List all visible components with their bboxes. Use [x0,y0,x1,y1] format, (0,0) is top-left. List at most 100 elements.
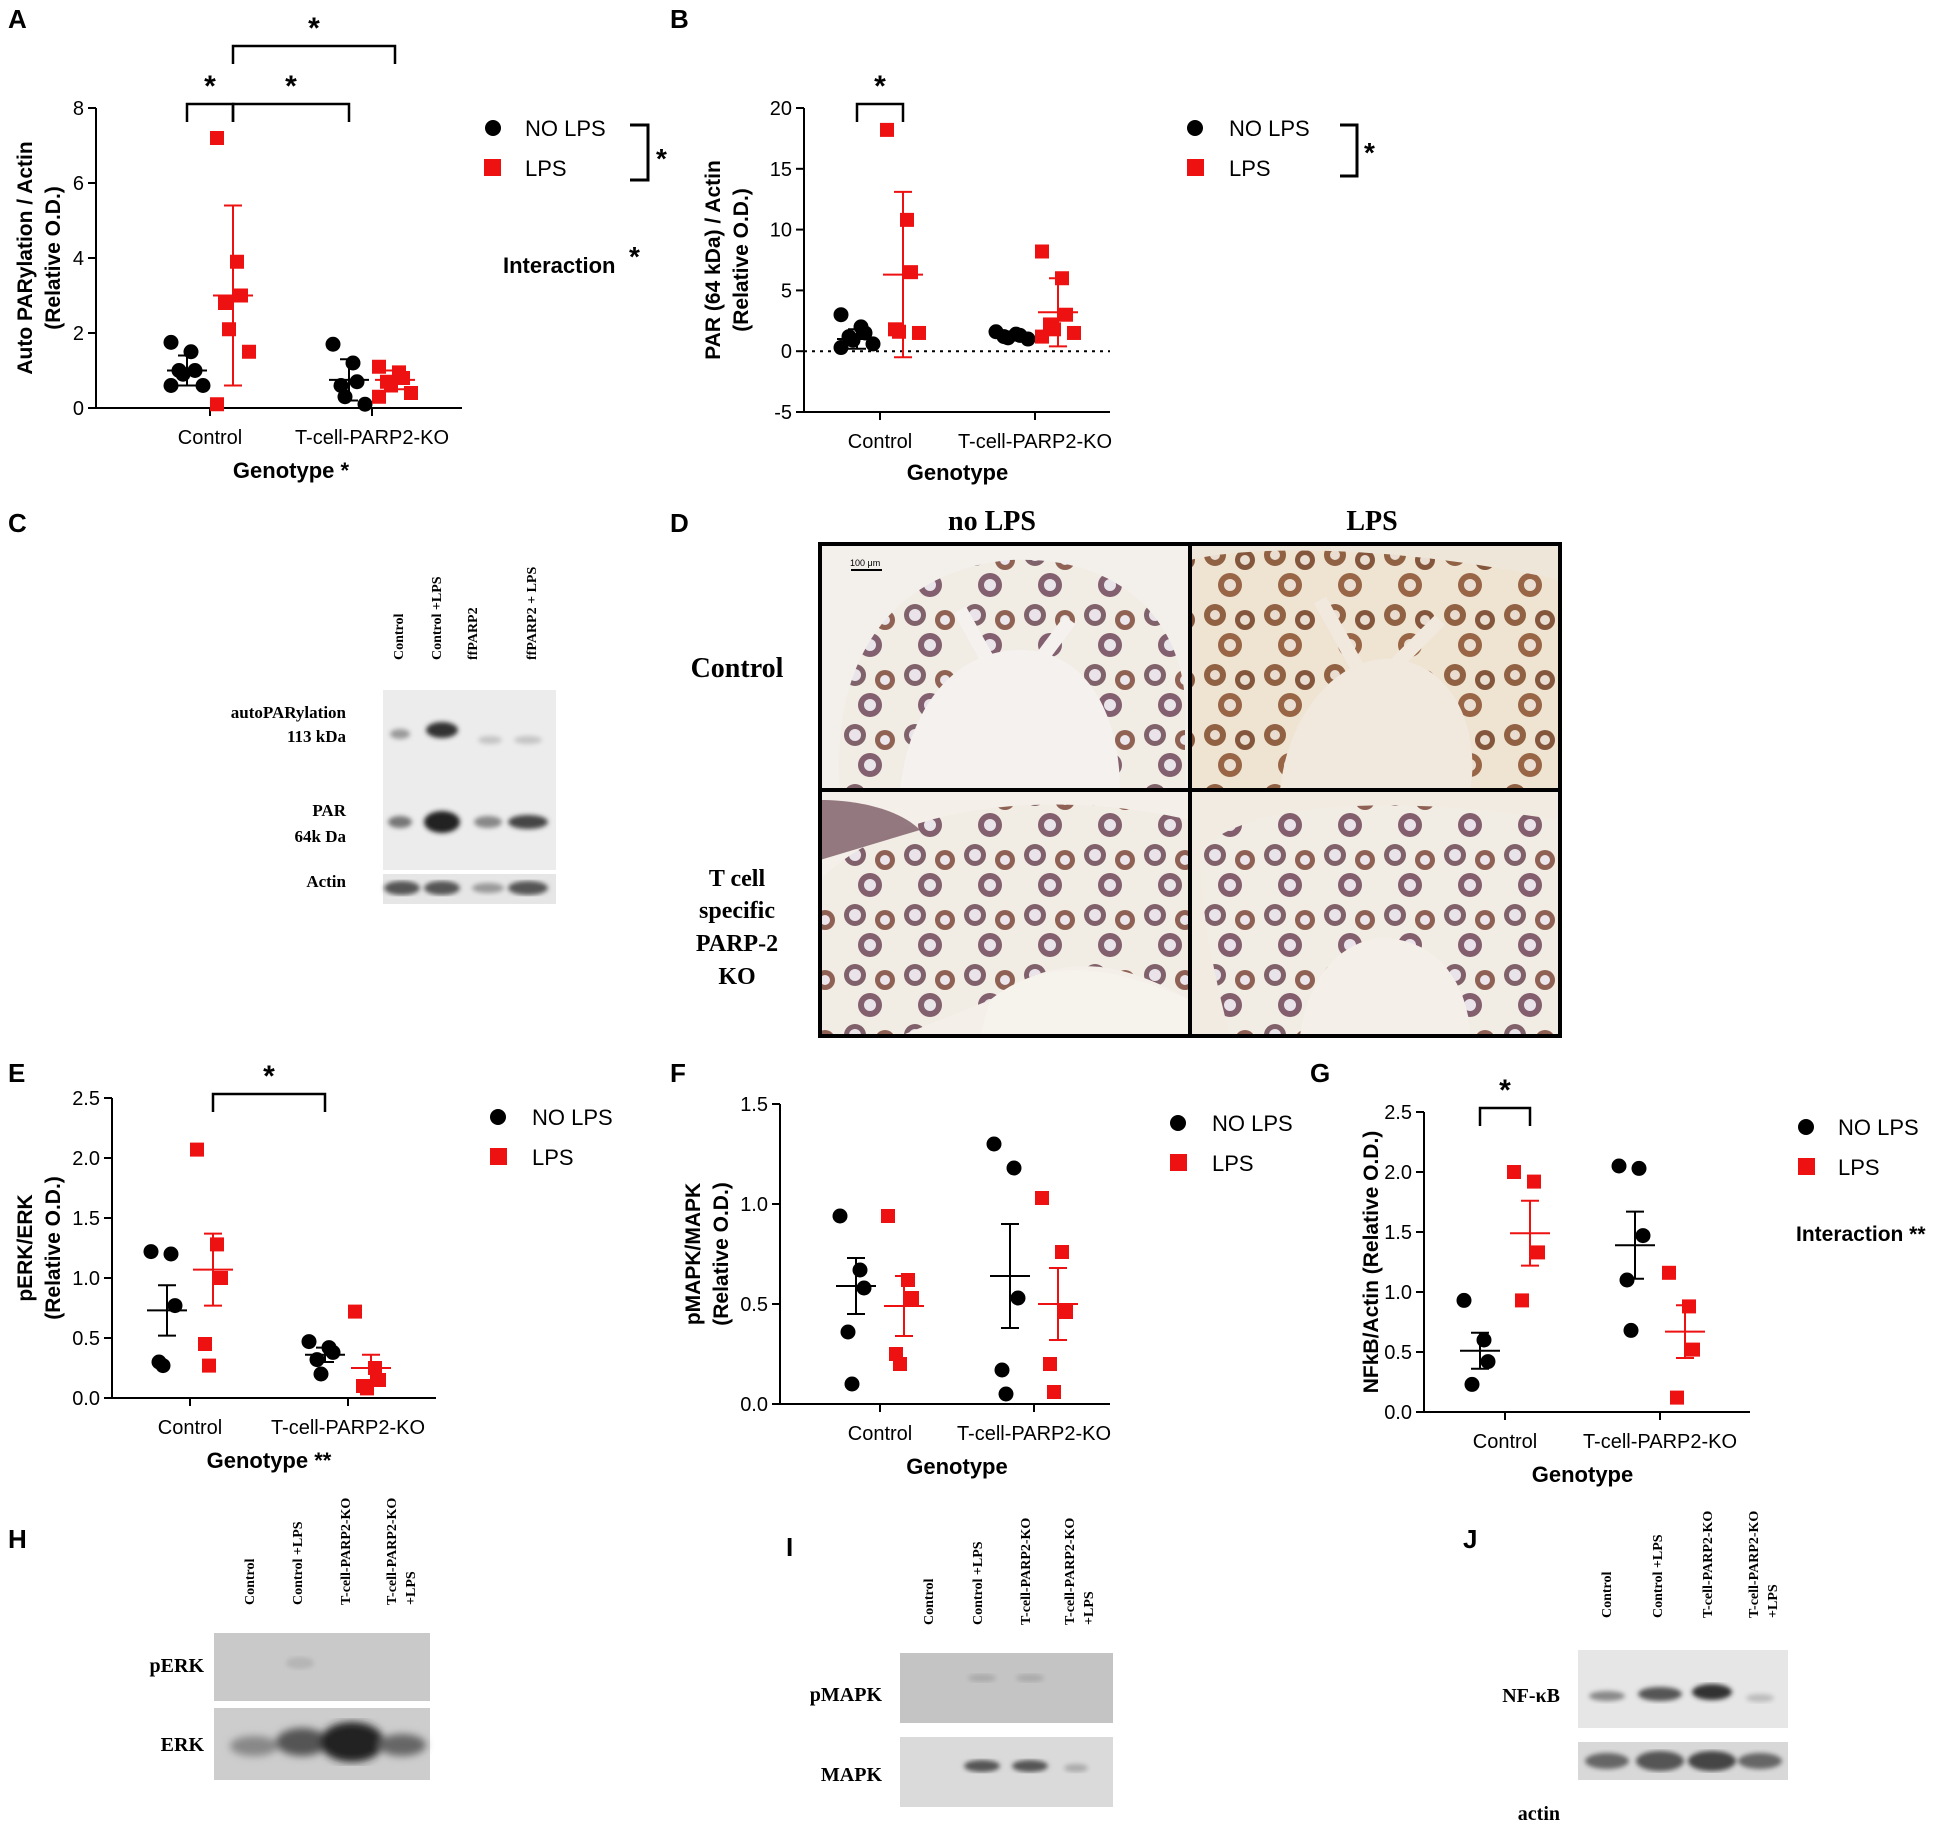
y-tick-label: 1.0 [740,1194,768,1216]
significance-bracket [231,44,397,64]
panel-letter-h: H [8,1524,27,1554]
legend-label-lps: LPS [525,156,567,181]
interaction-star-a: * [629,241,640,272]
data-point-no-lps [998,1386,1014,1402]
data-point-no-lps [183,344,199,360]
data-point-lps [1531,1245,1545,1260]
data-point-no-lps [357,396,373,412]
data-point-lps [242,344,256,359]
y-tick-label: 1.0 [72,1268,100,1290]
data-point-lps [360,1381,374,1396]
legend-marker-lps [1170,1154,1187,1171]
legend-marker-lps [1798,1158,1815,1175]
panel-letter-b: B [670,4,689,34]
data-point-lps [1662,1265,1676,1280]
data-point-lps [1527,1174,1541,1189]
chart-panel-a: 0 2 4 6 8 Control T-cell-PARP2-KO Genotype * Aut… [14,12,462,483]
blot-h-lane-label: +LPS [404,1571,419,1605]
data-point-no-lps [1611,1158,1627,1174]
legend-bracket [630,123,650,182]
blot-h-membrane-1 [214,1633,430,1701]
histology-row-ko: specific [699,898,775,924]
histology-row-ko: PARP-2 [696,931,778,957]
significance-bracket [185,102,235,122]
data-point-lps [1059,1305,1073,1319]
data-point-lps [190,1142,204,1157]
data-point-lps [892,324,906,339]
legend-label-no-lps: NO LPS [1212,1111,1293,1136]
data-point-no-lps [349,374,365,390]
data-point-lps [210,1237,224,1252]
data-point-lps [1515,1293,1529,1308]
interaction-label-g: Interaction ** [1796,1223,1926,1246]
data-point-no-lps [187,363,203,378]
data-point-no-lps [833,307,849,323]
data-point-no-lps [337,389,353,405]
y-tick-label: 15 [770,159,792,181]
blot-i-lane-label: Control [922,1578,937,1625]
data-point-no-lps [1476,1332,1492,1348]
data-point-lps [214,1271,228,1285]
blot-c-label-par: PAR [312,801,346,820]
blot-j-label-2: actin [1518,1803,1560,1825]
data-point-lps [1047,322,1061,337]
blot-c-label-auto-kda: 113 kDa [287,727,347,746]
data-point-no-lps [840,1324,856,1340]
y-tick-label: 2.5 [72,1088,100,1110]
data-point-lps [1682,1299,1696,1314]
panel-letter-e: E [8,1058,25,1088]
y-axis-label: NFkB/Actin (Relative O.D.) [1360,1131,1383,1394]
legend-label-lps: LPS [532,1145,574,1170]
data-point-no-lps [994,1362,1010,1378]
blot-j-lane-label: Control +LPS [1651,1534,1666,1618]
significance-star: * [204,70,216,103]
data-point-lps [880,122,894,137]
legend-panel-e: NO LPS LPS [490,1105,613,1170]
histology-scale-bar: 100 μm [850,558,880,568]
blot-c-bands [388,722,548,833]
chart-panel-e: 0.0 0.5 1.0 1.5 2.0 2.5 Control T-cell-PARP2-KO… [14,1060,436,1473]
panel-j-blot: Control Control +LPS T-cell-PARP2-KO T-c… [1502,1511,1788,1825]
y-tick-label: 2.5 [1384,1102,1412,1124]
blot-h-lane-label: T-cell-PARP2-KO [385,1498,400,1605]
data-point-lps [218,296,232,310]
data-point-lps [368,1361,382,1375]
data-point-lps [912,325,926,340]
y-axis-label: Auto PARylation / Actin [14,141,37,374]
data-point-lps [348,1304,362,1319]
blot-j-label-1: NF-κB [1502,1685,1560,1707]
blot-c-lane-label: Control [392,613,407,660]
significance-bracket [855,102,905,122]
y-tick-label: 0.5 [1384,1342,1412,1364]
significance-star: * [874,70,886,103]
data-point-lps [1686,1342,1700,1357]
data-point-no-lps [1631,1160,1647,1176]
x-tick-label: Control [1473,1431,1537,1453]
blot-i-membrane-1 [900,1653,1113,1723]
blot-c-lane-label: ffPARP2 [466,607,481,660]
legend-bracket [1340,123,1359,178]
data-point-lps [210,397,224,412]
data-point-no-lps [195,378,211,393]
panel-h-blot: Control Control +LPS T-cell-PARP2-KO T-c… [150,1498,430,1780]
legend-panel-a: NO LPS LPS * [484,116,667,182]
legend-star: * [1364,137,1375,168]
panel-letter-c: C [8,508,27,538]
x-tick-label: Control [158,1417,222,1439]
data-point-lps [210,131,224,145]
data-point-no-lps [1635,1228,1651,1244]
data-point-no-lps [1010,1290,1026,1306]
data-point-lps [384,378,398,393]
data-point-no-lps [333,378,349,393]
data-point-lps [1059,307,1073,322]
blot-j-lane-label: +LPS [1766,1584,1781,1618]
x-axis-label: Genotype [907,460,1008,485]
data-point-no-lps [1480,1354,1496,1370]
y-axis-label: (Relative O.D.) [42,186,65,330]
data-point-lps [901,1273,915,1287]
data-point-no-lps [143,1244,159,1260]
data-point-lps [198,1337,212,1351]
histology-row-control: Control [691,653,784,684]
x-tick-label: Control [178,427,242,449]
blot-i-lane-label: +LPS [1082,1591,1097,1625]
